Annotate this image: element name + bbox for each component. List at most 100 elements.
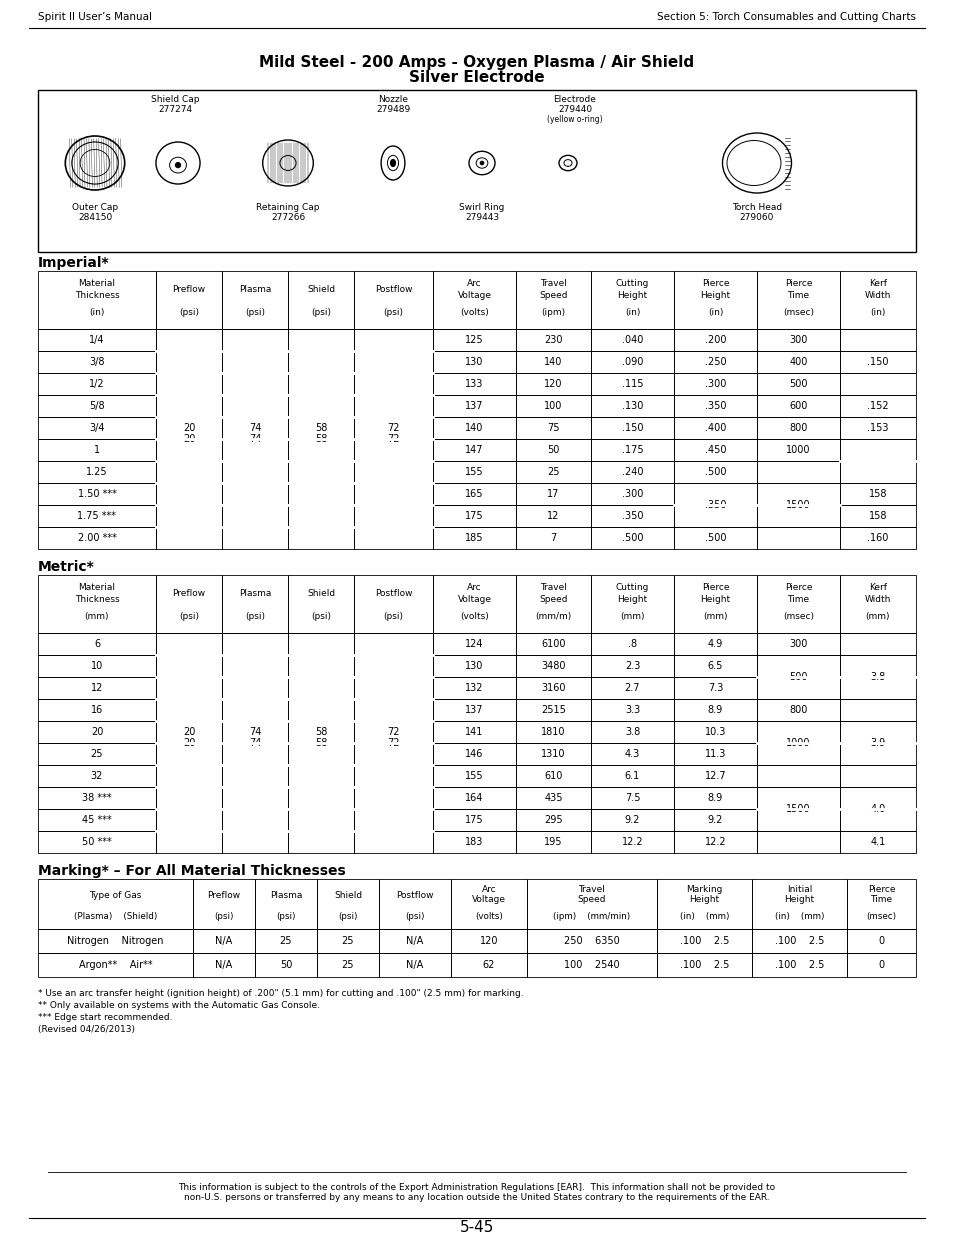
Circle shape (479, 161, 484, 165)
Text: .152: .152 (866, 401, 888, 411)
Text: 2.3: 2.3 (624, 661, 639, 671)
Text: (mm): (mm) (864, 613, 889, 621)
Bar (673, 461, 757, 483)
Text: 0: 0 (878, 936, 883, 946)
Bar (156, 373, 222, 395)
Text: 230: 230 (543, 335, 562, 345)
Bar (433, 743, 516, 764)
Text: 279060: 279060 (739, 214, 774, 222)
Text: Time: Time (869, 895, 892, 904)
Text: (ipm): (ipm) (541, 309, 565, 317)
Bar (433, 270, 516, 329)
Text: Initial: Initial (786, 885, 811, 894)
Ellipse shape (380, 146, 404, 180)
Bar (156, 655, 222, 677)
Bar (673, 438, 757, 461)
Text: 32: 32 (91, 771, 103, 781)
Bar (433, 395, 516, 417)
Bar (222, 655, 288, 677)
Text: Swirl Ring: Swirl Ring (458, 204, 504, 212)
Bar (673, 809, 757, 831)
Bar (516, 677, 590, 699)
Text: (msec): (msec) (865, 911, 896, 921)
Text: 195: 195 (543, 837, 562, 847)
Text: 58: 58 (314, 739, 327, 748)
Text: N/A: N/A (406, 936, 423, 946)
Text: Material: Material (78, 583, 115, 593)
Bar (156, 527, 222, 550)
Text: Nozzle: Nozzle (377, 95, 408, 104)
Text: 20: 20 (183, 424, 195, 433)
Bar (433, 417, 516, 438)
Bar (288, 576, 354, 634)
Text: (in): (in) (90, 309, 105, 317)
Bar (757, 787, 840, 809)
Bar (354, 505, 433, 527)
Bar (193, 929, 254, 953)
Bar (846, 879, 915, 929)
Text: Shield: Shield (307, 589, 335, 598)
Bar (516, 505, 590, 527)
Bar (757, 438, 840, 461)
Text: Type of Gas: Type of Gas (90, 890, 142, 899)
Bar (516, 699, 590, 721)
Text: 45 ***: 45 *** (82, 815, 112, 825)
Bar (222, 438, 288, 461)
Text: 8.9: 8.9 (707, 793, 722, 803)
Text: Kerf: Kerf (868, 279, 886, 288)
Text: 124: 124 (465, 638, 483, 650)
Bar (673, 787, 757, 809)
Text: Preflow: Preflow (172, 285, 205, 294)
Bar (757, 576, 840, 634)
Text: (psi): (psi) (338, 911, 357, 921)
Bar (38, 461, 156, 483)
Text: 279489: 279489 (375, 105, 410, 114)
Text: Pierce: Pierce (784, 279, 811, 288)
Text: (mm): (mm) (702, 613, 727, 621)
Bar (433, 438, 516, 461)
Bar (840, 743, 915, 764)
Bar (433, 831, 516, 853)
Bar (840, 527, 915, 550)
Text: .300: .300 (621, 489, 642, 499)
Bar (673, 351, 757, 373)
Bar (757, 483, 840, 505)
Bar (156, 576, 222, 634)
Text: Width: Width (864, 291, 890, 300)
Text: 164: 164 (465, 793, 483, 803)
Bar (757, 505, 840, 527)
Bar (840, 417, 915, 438)
Bar (433, 809, 516, 831)
Ellipse shape (279, 156, 295, 170)
Bar (156, 395, 222, 417)
Bar (38, 677, 156, 699)
Text: 300: 300 (788, 638, 807, 650)
Text: 277266: 277266 (271, 214, 305, 222)
Bar (433, 787, 516, 809)
Bar (590, 743, 673, 764)
Ellipse shape (558, 156, 577, 170)
Bar (156, 417, 222, 438)
Ellipse shape (469, 152, 495, 174)
Bar (222, 699, 288, 721)
Bar (590, 483, 673, 505)
Text: 120: 120 (543, 379, 562, 389)
Bar (673, 527, 757, 550)
Text: 4.3: 4.3 (624, 748, 639, 760)
Bar (590, 351, 673, 373)
Bar (433, 764, 516, 787)
Text: Section 5: Torch Consumables and Cutting Charts: Section 5: Torch Consumables and Cutting… (657, 12, 915, 22)
Text: 1500: 1500 (785, 500, 810, 510)
Bar (378, 879, 451, 929)
Text: 435: 435 (543, 793, 562, 803)
Bar (38, 90, 915, 252)
Ellipse shape (390, 159, 395, 167)
Bar (156, 438, 222, 461)
Bar (222, 395, 288, 417)
Bar (751, 953, 846, 977)
Text: (psi): (psi) (276, 911, 295, 921)
Bar (840, 809, 915, 831)
Text: .090: .090 (621, 357, 642, 367)
Text: 25: 25 (279, 936, 292, 946)
Bar (590, 721, 673, 743)
